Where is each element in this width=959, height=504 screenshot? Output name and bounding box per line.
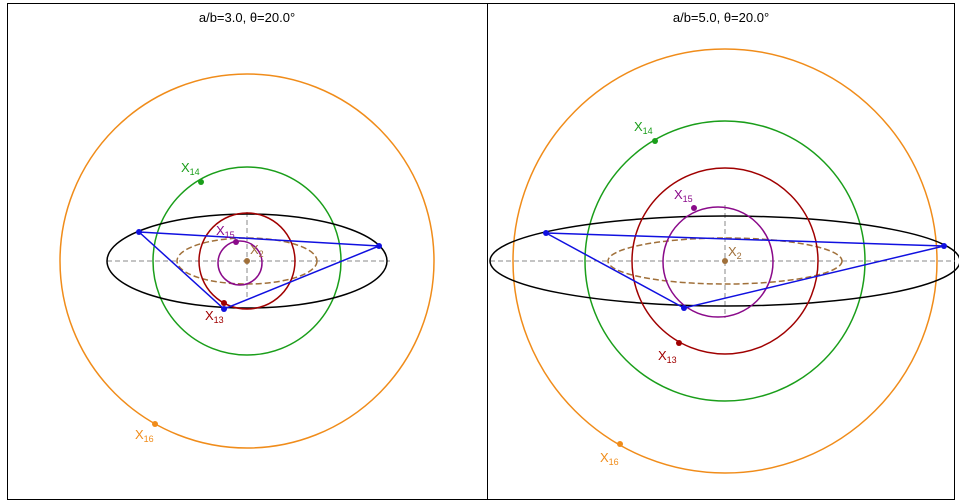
center-point	[691, 205, 697, 211]
center-point	[676, 340, 682, 346]
point-label: X14	[634, 119, 653, 136]
center-point	[652, 138, 658, 144]
purple-circle	[217, 240, 263, 286]
vertex	[681, 305, 687, 311]
label-name: X	[181, 160, 190, 175]
label-name: X	[658, 348, 667, 363]
orange-circle	[512, 48, 938, 474]
orange-circle	[59, 73, 435, 449]
point-label: X14	[181, 160, 200, 177]
point-label: X13	[205, 308, 224, 325]
point-label: X2	[250, 242, 264, 259]
center-point	[722, 258, 728, 264]
center-point	[221, 300, 227, 306]
panel-title: a/b=5.0, θ=20.0°	[673, 10, 769, 25]
vertex	[136, 229, 142, 235]
green-circle	[584, 120, 866, 402]
point-label: X15	[216, 223, 235, 240]
label-sub: 14	[643, 126, 653, 136]
label-name: X	[135, 427, 144, 442]
label-sub: 15	[225, 230, 235, 240]
billiard-ellipse	[489, 215, 959, 307]
vertex	[376, 243, 382, 249]
label-sub: 15	[683, 194, 693, 204]
point-label: X16	[135, 427, 154, 444]
vertex	[221, 306, 227, 312]
label-sub: 2	[259, 249, 264, 259]
panel-frame	[487, 3, 955, 500]
panel-frame	[7, 3, 488, 500]
label-sub: 14	[190, 167, 200, 177]
label-sub: 13	[214, 315, 224, 325]
red-circle	[198, 212, 296, 310]
label-name: X	[250, 242, 259, 257]
purple-circle	[662, 206, 774, 318]
center-point	[233, 239, 239, 245]
triangle	[136, 231, 380, 310]
red-circle	[631, 167, 819, 355]
label-name: X	[634, 119, 643, 134]
center-point	[198, 179, 204, 185]
vertex	[543, 230, 549, 236]
label-sub: 13	[667, 355, 677, 365]
label-name: X	[600, 450, 609, 465]
point-label: X15	[674, 187, 693, 204]
center-point	[617, 441, 623, 447]
label-sub: 16	[609, 457, 619, 467]
center-point	[244, 258, 250, 264]
center-point	[152, 421, 158, 427]
label-name: X	[728, 244, 737, 259]
label-sub: 16	[144, 434, 154, 444]
billiard-ellipse	[106, 213, 388, 309]
label-name: X	[216, 223, 225, 238]
panel-title: a/b=3.0, θ=20.0°	[199, 10, 295, 25]
point-label: X13	[658, 348, 677, 365]
triangle	[545, 232, 945, 309]
point-label: X16	[600, 450, 619, 467]
label-name: X	[674, 187, 683, 202]
label-sub: 2	[737, 251, 742, 261]
dashed-ellipse	[607, 237, 843, 285]
vertex	[941, 243, 947, 249]
label-name: X	[205, 308, 214, 323]
point-label: X2	[728, 244, 742, 261]
